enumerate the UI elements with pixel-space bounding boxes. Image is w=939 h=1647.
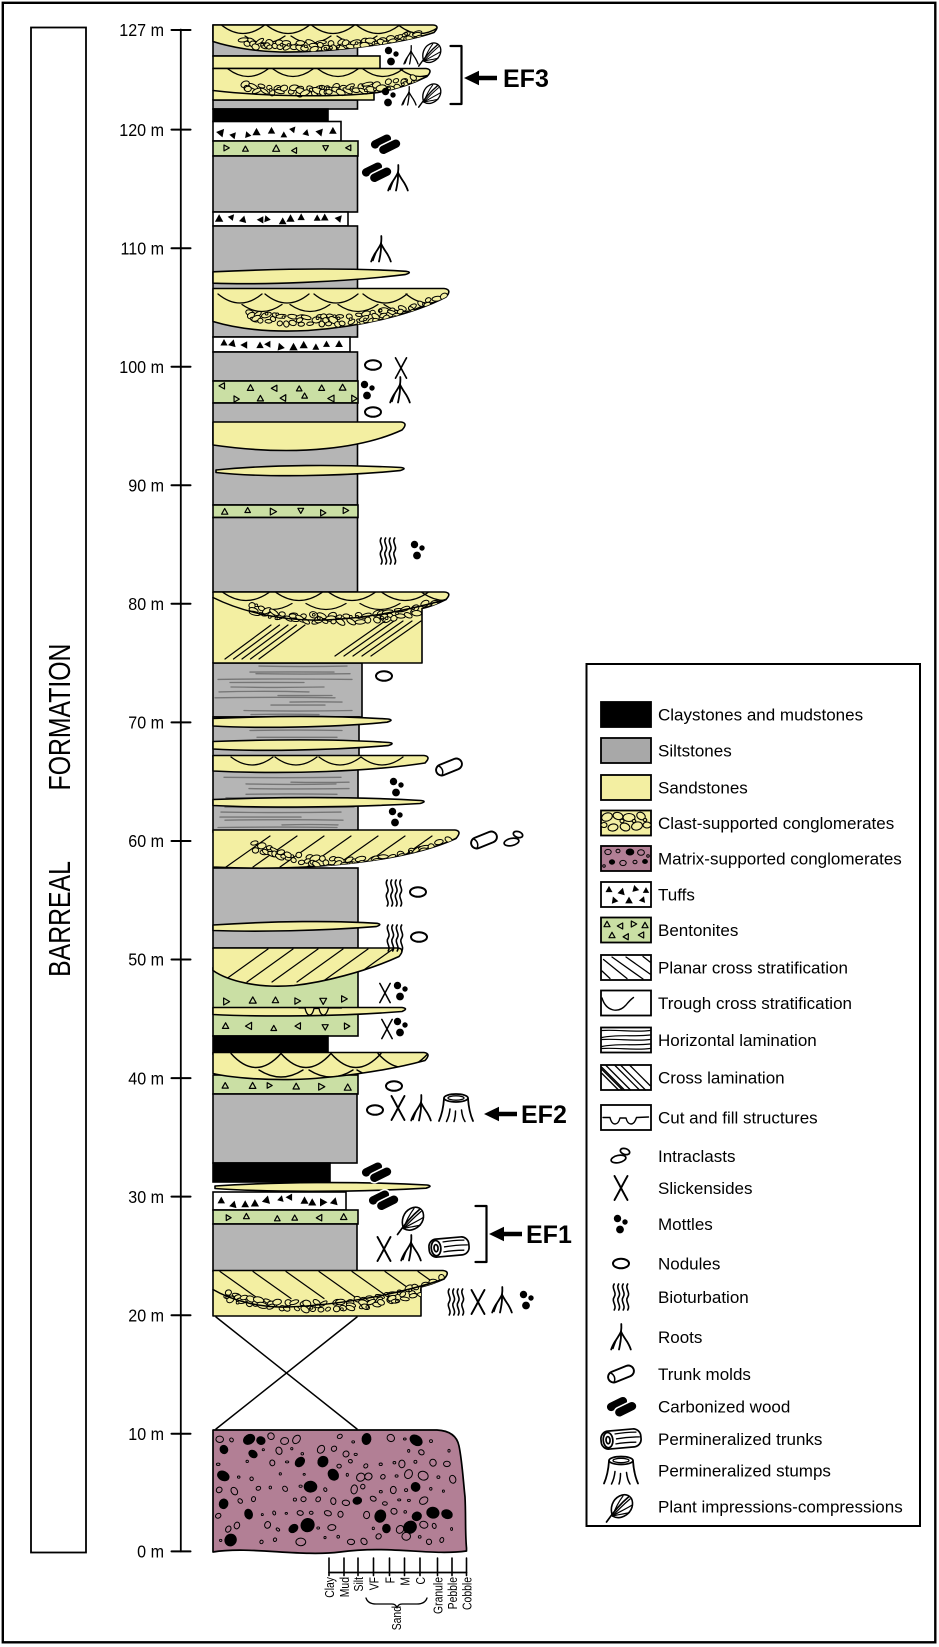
svg-text:Permineralized trunks: Permineralized trunks	[658, 1430, 822, 1449]
svg-text:120 m: 120 m	[119, 120, 164, 140]
svg-text:Nodules: Nodules	[658, 1255, 720, 1274]
svg-text:Mud: Mud	[338, 1577, 352, 1597]
svg-text:Sand: Sand	[390, 1606, 404, 1630]
svg-text:Pebble: Pebble	[446, 1577, 460, 1610]
svg-text:Trough cross stratification: Trough cross stratification	[658, 994, 852, 1013]
svg-text:40 m: 40 m	[128, 1069, 164, 1089]
svg-text:50 m: 50 m	[128, 950, 164, 970]
svg-text:C: C	[414, 1577, 428, 1585]
svg-text:Cross lamination: Cross lamination	[658, 1069, 785, 1088]
svg-text:10 m: 10 m	[128, 1424, 164, 1444]
svg-text:20 m: 20 m	[128, 1306, 164, 1326]
svg-text:Horizontal lamination: Horizontal lamination	[658, 1031, 817, 1050]
svg-text:Carbonized wood: Carbonized wood	[658, 1398, 790, 1417]
svg-text:BARREAL: BARREAL	[42, 861, 76, 977]
svg-text:EF3: EF3	[503, 65, 549, 93]
svg-text:0 m: 0 m	[137, 1542, 164, 1562]
svg-text:Mottles: Mottles	[658, 1215, 713, 1234]
svg-text:127 m: 127 m	[119, 21, 164, 41]
svg-text:Granule: Granule	[431, 1577, 445, 1614]
svg-text:EF1: EF1	[526, 1221, 572, 1249]
svg-text:Trunk molds: Trunk molds	[658, 1365, 751, 1384]
svg-text:100 m: 100 m	[119, 357, 164, 377]
svg-text:Tuffs: Tuffs	[658, 886, 695, 905]
svg-text:Roots: Roots	[658, 1328, 702, 1347]
svg-text:F: F	[383, 1577, 397, 1583]
svg-text:80 m: 80 m	[128, 594, 164, 614]
svg-text:Slickensides: Slickensides	[658, 1179, 753, 1198]
svg-text:Intraclasts: Intraclasts	[658, 1147, 735, 1166]
svg-text:60 m: 60 m	[128, 832, 164, 852]
svg-text:Matrix-supported conglomerates: Matrix-supported conglomerates	[658, 850, 902, 869]
svg-text:FORMATION: FORMATION	[42, 644, 76, 791]
svg-text:Siltstones: Siltstones	[658, 742, 732, 761]
svg-text:Clay: Clay	[323, 1577, 337, 1598]
svg-text:Bentonites: Bentonites	[658, 921, 738, 940]
svg-text:VF: VF	[367, 1577, 381, 1590]
svg-text:70 m: 70 m	[128, 713, 164, 733]
svg-text:30 m: 30 m	[128, 1187, 164, 1207]
svg-text:Plant impressions-compressions: Plant impressions-compressions	[658, 1498, 903, 1517]
svg-text:90 m: 90 m	[128, 476, 164, 496]
svg-text:Bioturbation: Bioturbation	[658, 1288, 749, 1307]
svg-text:M: M	[398, 1577, 412, 1586]
svg-text:Permineralized stumps: Permineralized stumps	[658, 1462, 831, 1481]
svg-text:Silt: Silt	[352, 1576, 366, 1591]
svg-text:Planar cross stratification: Planar cross stratification	[658, 959, 848, 978]
svg-text:Sandstones: Sandstones	[658, 779, 748, 798]
svg-text:Clast-supported conglomerates: Clast-supported conglomerates	[658, 814, 894, 833]
svg-text:Cobble: Cobble	[460, 1577, 474, 1610]
svg-text:Cut and fill structures: Cut and fill structures	[658, 1109, 818, 1128]
svg-text:110 m: 110 m	[120, 239, 164, 259]
svg-text:Claystones and mudstones: Claystones and mudstones	[658, 706, 863, 725]
svg-text:EF2: EF2	[521, 1101, 567, 1129]
